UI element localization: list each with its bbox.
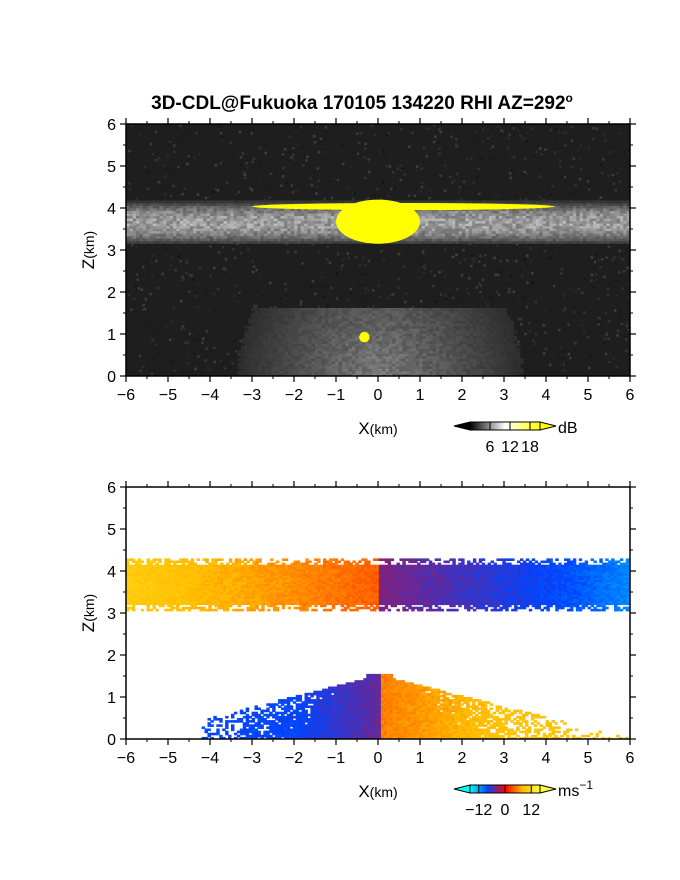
- backscatter-plot-area: [126, 124, 630, 376]
- x-tick-label: −3: [243, 750, 261, 767]
- x-tick-label: −1: [327, 750, 345, 767]
- backscatter-cloud-layer: [126, 200, 630, 244]
- backscatter-axes: −6 −5 −4 −3 −2 −1 0 1 2 3 4 5 6 0 1 2 3 4 5 6: [107, 117, 636, 404]
- x-tick-label: −6: [117, 387, 135, 404]
- y-tick-label: 6: [107, 480, 116, 497]
- x-tick-label: 5: [584, 750, 593, 767]
- figure-title: 3D-CDL@Fukuoka 170105 134220 RHI AZ=292o: [151, 91, 573, 114]
- colorbar-tick-label: 0: [501, 802, 510, 819]
- x-tick-label: 4: [542, 387, 551, 404]
- x-tick-label: −3: [243, 387, 261, 404]
- velocity-lower-layer: [201, 673, 629, 739]
- velocity-axes: −6 −5 −4 −3 −2 −1 0 1 2 3 4 5 6 0 1 2 3 4 5 6: [107, 480, 636, 767]
- x-tick-label: 1: [416, 750, 425, 767]
- y-tick-label: 2: [107, 285, 116, 302]
- x-tick-label: 1: [416, 387, 425, 404]
- colorbar-unit: dB: [558, 420, 578, 437]
- colorbar-tick-label: 12: [522, 802, 540, 819]
- x-tick-label: −5: [159, 750, 177, 767]
- backscatter-xlabel: X(km): [358, 419, 397, 438]
- y-tick-label: 1: [107, 690, 116, 707]
- x-tick-label: −1: [327, 387, 345, 404]
- x-tick-label: −6: [117, 750, 135, 767]
- x-tick-label: 2: [458, 387, 467, 404]
- colorbar-low-arrow: [453, 421, 471, 431]
- y-tick-label: 3: [107, 243, 116, 260]
- x-tick-label: 6: [626, 750, 635, 767]
- colorbar-tick-label: 18: [521, 439, 539, 456]
- x-tick-label: 0: [374, 750, 383, 767]
- y-tick-label: 6: [107, 117, 116, 134]
- y-tick-label: 0: [107, 732, 116, 749]
- velocity-colorbar: −12 0 12 ms−1: [453, 778, 593, 819]
- x-tick-label: 2: [458, 750, 467, 767]
- x-tick-label: 6: [626, 387, 635, 404]
- velocity-plot-area: [126, 487, 630, 739]
- backscatter-ylabel: Z(km): [79, 231, 98, 269]
- y-tick-label: 3: [107, 606, 116, 623]
- x-tick-label: 5: [584, 387, 593, 404]
- colorbar-high-arrow: [539, 784, 557, 794]
- x-tick-label: −4: [201, 387, 219, 404]
- colorbar-tick-label: −12: [465, 802, 492, 819]
- x-tick-label: −5: [159, 387, 177, 404]
- x-tick-label: −2: [285, 750, 303, 767]
- x-tick-label: 3: [500, 387, 509, 404]
- x-tick-label: −4: [201, 750, 219, 767]
- backscatter-boundary-layer-fan: [237, 307, 524, 376]
- velocity-xlabel: X(km): [358, 782, 397, 801]
- colorbar-high-arrow: [539, 421, 557, 431]
- x-tick-label: 4: [542, 750, 551, 767]
- x-tick-label: 3: [500, 750, 509, 767]
- y-tick-label: 1: [107, 327, 116, 344]
- colorbar-tick-label: 6: [486, 439, 495, 456]
- saturated-region: [336, 199, 420, 244]
- saturated-regions: [252, 199, 555, 343]
- colorbar-tick-label: 12: [501, 439, 519, 456]
- y-tick-label: 4: [107, 564, 116, 581]
- colorbar-unit: ms−1: [558, 778, 593, 800]
- y-tick-label: 2: [107, 648, 116, 665]
- velocity-ylabel: Z(km): [79, 594, 98, 632]
- x-tick-label: −2: [285, 387, 303, 404]
- y-tick-label: 5: [107, 159, 116, 176]
- y-tick-label: 5: [107, 522, 116, 539]
- x-tick-label: 0: [374, 387, 383, 404]
- backscatter-colorbar: 6 12 18 dB: [453, 420, 578, 456]
- y-tick-label: 0: [107, 369, 116, 386]
- y-tick-label: 4: [107, 201, 116, 218]
- saturated-region: [359, 331, 370, 343]
- velocity-upper-layer: [126, 558, 630, 612]
- colorbar-low-arrow: [453, 784, 471, 794]
